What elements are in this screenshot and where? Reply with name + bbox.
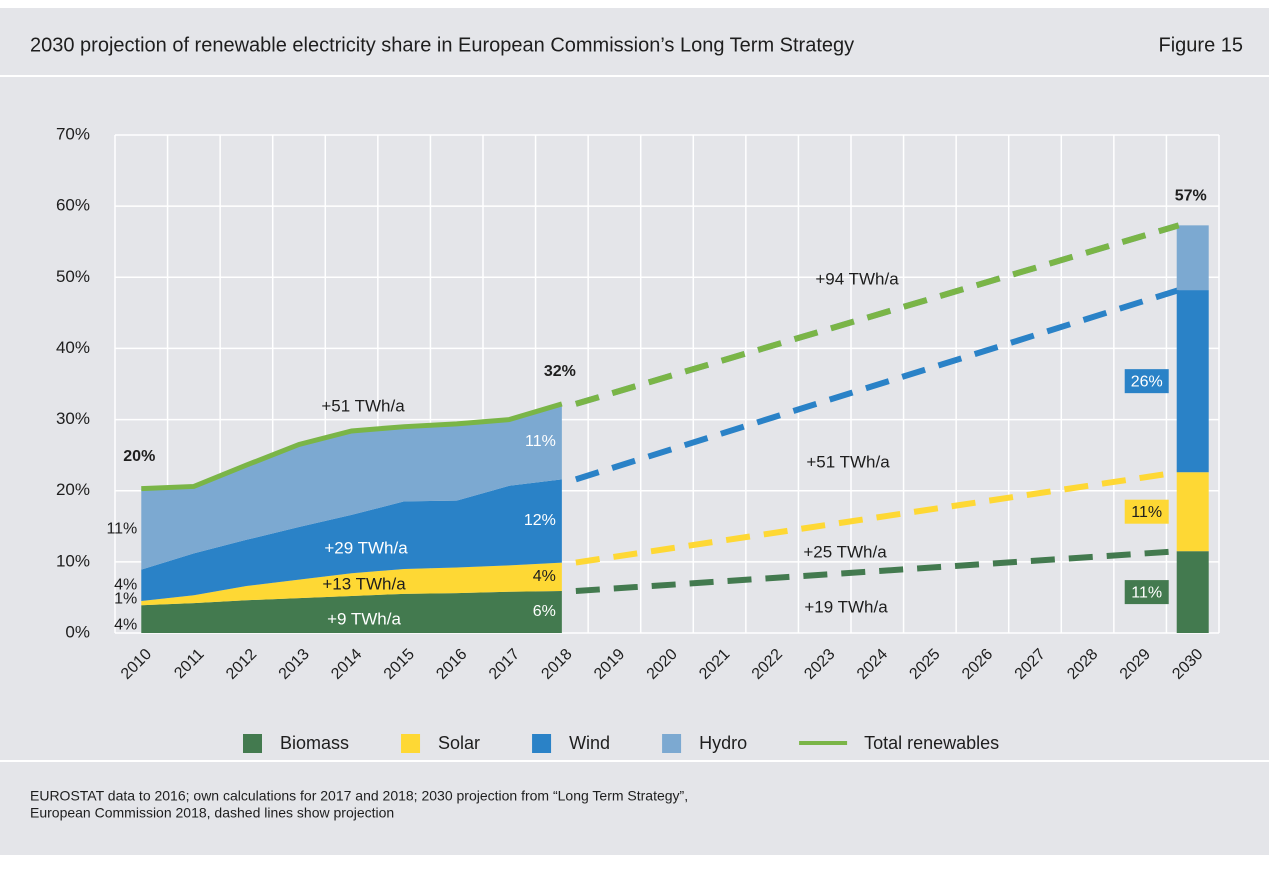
y-tick-label: 30%	[56, 409, 90, 428]
annotation: +9 TWh/a	[327, 609, 401, 628]
value-label: 4%	[114, 577, 137, 594]
value-label: 1%	[114, 590, 137, 607]
projection-line	[575, 548, 1179, 595]
legend-swatch	[401, 734, 421, 753]
total-projection-line	[575, 222, 1180, 407]
legend-label: Total renewables	[864, 733, 999, 753]
footer-panel	[0, 762, 1269, 855]
value-label: 4%	[114, 616, 137, 633]
value-label: 11%	[1131, 504, 1162, 521]
total-label: 57%	[1175, 188, 1207, 205]
annotation: +25 TWh/a	[803, 542, 887, 561]
bar-segment	[1176, 472, 1209, 552]
annotation: +94 TWh/a	[815, 269, 899, 288]
y-tick-label: 60%	[56, 196, 90, 215]
legend-label: Hydro	[699, 733, 747, 753]
y-tick-label: 70%	[56, 124, 90, 143]
label-box	[1124, 499, 1169, 524]
y-tick-label: 0%	[65, 622, 90, 641]
value-label: 12%	[524, 512, 556, 529]
legend-swatch	[662, 734, 682, 753]
annotation: +51 TWh/a	[321, 396, 405, 415]
source-note: European Commission 2018, dashed lines s…	[30, 805, 394, 821]
y-tick-label: 10%	[56, 551, 90, 570]
chart-title: 2030 projection of renewable electricity…	[30, 34, 854, 56]
legend-label: Wind	[569, 733, 610, 753]
annotation: +13 TWh/a	[322, 574, 406, 593]
legend-label: Biomass	[280, 733, 349, 753]
legend-swatch	[243, 734, 262, 753]
projection-line	[575, 469, 1180, 566]
y-tick-label: 50%	[56, 267, 90, 286]
value-label: 11%	[525, 433, 556, 450]
legend-label: Solar	[438, 733, 480, 753]
area	[141, 479, 562, 601]
figure-label: Figure 15	[1159, 34, 1244, 56]
value-label: 11%	[106, 520, 137, 537]
total-label: 32%	[544, 363, 576, 380]
bar-segment	[1176, 225, 1209, 291]
area	[141, 562, 562, 606]
value-label: 26%	[1131, 373, 1163, 390]
area	[141, 403, 562, 570]
bar-segment	[1176, 290, 1209, 473]
annotation: +29 TWh/a	[324, 538, 408, 557]
annotation: +51 TWh/a	[806, 452, 890, 471]
total-label: 20%	[123, 448, 155, 465]
y-tick-label: 40%	[56, 338, 90, 357]
header-panel	[0, 8, 1269, 75]
projection-line	[574, 287, 1180, 483]
area	[141, 591, 562, 633]
chart-panel	[0, 77, 1269, 760]
y-tick-label: 20%	[56, 480, 90, 499]
label-box	[1124, 369, 1169, 394]
value-label: 4%	[533, 568, 556, 585]
label-box	[1124, 580, 1169, 605]
bar-segment	[1176, 551, 1209, 633]
value-label: 6%	[533, 603, 556, 620]
annotation: +19 TWh/a	[804, 597, 888, 616]
value-label: 11%	[1131, 584, 1162, 601]
source-note: EUROSTAT data to 2016; own calculations …	[30, 788, 688, 804]
total-line	[141, 401, 563, 492]
legend-swatch	[532, 734, 552, 753]
